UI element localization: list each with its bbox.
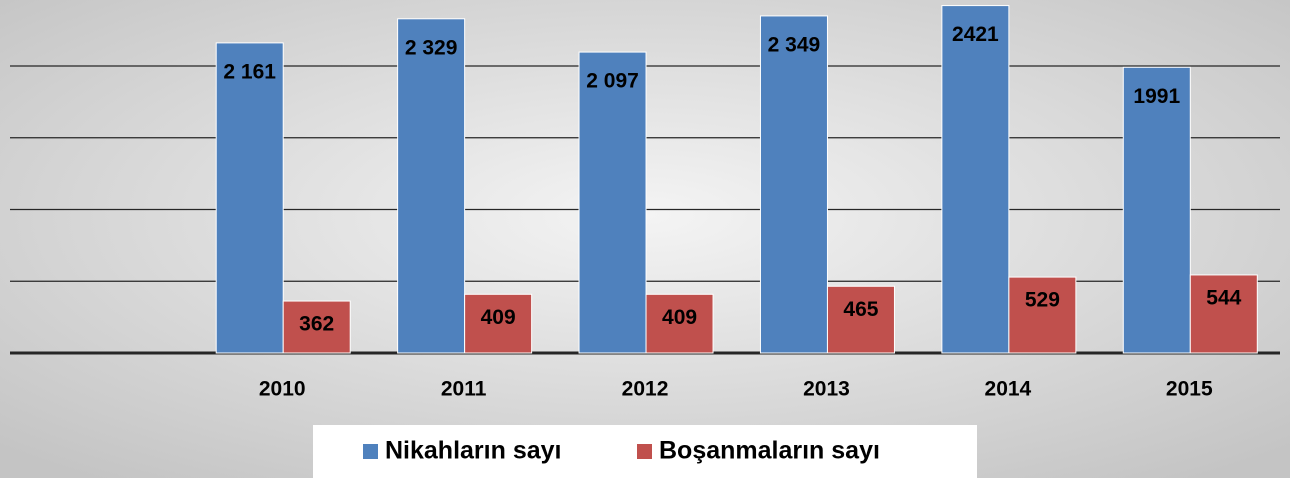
bar [215, 42, 284, 354]
x-tick-label: 2011 [441, 378, 487, 401]
legend-label: Nikahların sayı [385, 437, 561, 465]
bar [397, 18, 466, 354]
bar [1122, 66, 1191, 354]
x-tick-label: 2010 [259, 378, 306, 401]
bar [759, 15, 828, 354]
bar [578, 51, 647, 354]
data-label: 529 [1025, 289, 1060, 312]
data-label: 2 329 [405, 36, 458, 59]
data-label: 544 [1206, 286, 1241, 309]
bar [282, 300, 351, 354]
data-label: 362 [299, 313, 334, 336]
data-label: 2 349 [768, 33, 821, 56]
bar [464, 293, 533, 354]
x-tick-label: 2013 [803, 378, 850, 401]
data-label: 2 097 [586, 70, 639, 93]
data-label: 1991 [1133, 85, 1180, 108]
data-label: 2421 [952, 23, 999, 46]
x-tick-label: 2014 [985, 378, 1032, 401]
bar [645, 293, 714, 354]
data-label: 409 [481, 306, 516, 329]
bar [941, 5, 1010, 354]
bar [1008, 276, 1077, 354]
bar [1189, 274, 1258, 354]
legend-label: Boşanmaların sayı [659, 437, 880, 465]
data-label: 465 [843, 298, 878, 321]
x-tick-label: 2015 [1166, 378, 1213, 401]
data-label: 409 [662, 306, 697, 329]
bar [826, 285, 895, 354]
data-label: 2 161 [223, 60, 276, 83]
legend-swatch [637, 444, 652, 459]
x-tick-label: 2012 [622, 378, 669, 401]
legend-swatch [363, 444, 378, 459]
